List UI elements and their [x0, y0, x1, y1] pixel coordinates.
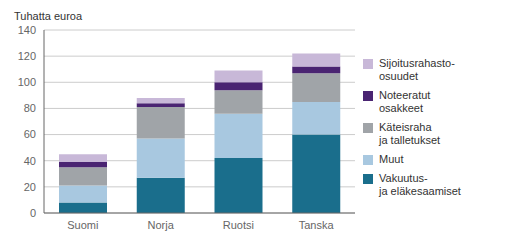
svg-text:Tanska: Tanska: [299, 219, 335, 231]
html-text:Noteeratut: Noteeratut: [379, 89, 431, 101]
html-text:Muut: Muut: [379, 153, 404, 165]
html-text:Käteisraha: Käteisraha: [379, 121, 432, 133]
svg-text:120: 120: [18, 50, 36, 62]
html-text:Vakuutus-: Vakuutus-: [379, 172, 428, 184]
html-text:osuudet: osuudet: [379, 70, 419, 82]
svg-text:0: 0: [30, 207, 36, 219]
svg-text:100: 100: [18, 76, 36, 88]
svg-text:60: 60: [24, 128, 36, 140]
html-text:Tuhatta euroa: Tuhatta euroa: [14, 10, 83, 22]
html-text:ja eläkesaamiset: ja eläkesaamiset: [379, 185, 461, 197]
svg-text:Suomi: Suomi: [67, 219, 98, 231]
svg-text:Norja: Norja: [147, 219, 174, 231]
svg-text:80: 80: [24, 102, 36, 114]
svg-text:20: 20: [24, 181, 36, 193]
html-text:ja talletukset: ja talletukset: [379, 134, 441, 146]
svg-text:140: 140: [18, 24, 36, 36]
svg-text:Ruotsi: Ruotsi: [223, 219, 254, 231]
html-text:Sijoitusrahasto-: Sijoitusrahasto-: [379, 57, 455, 69]
svg-text:40: 40: [24, 155, 36, 167]
html-text:osakkeet: osakkeet: [379, 102, 423, 114]
